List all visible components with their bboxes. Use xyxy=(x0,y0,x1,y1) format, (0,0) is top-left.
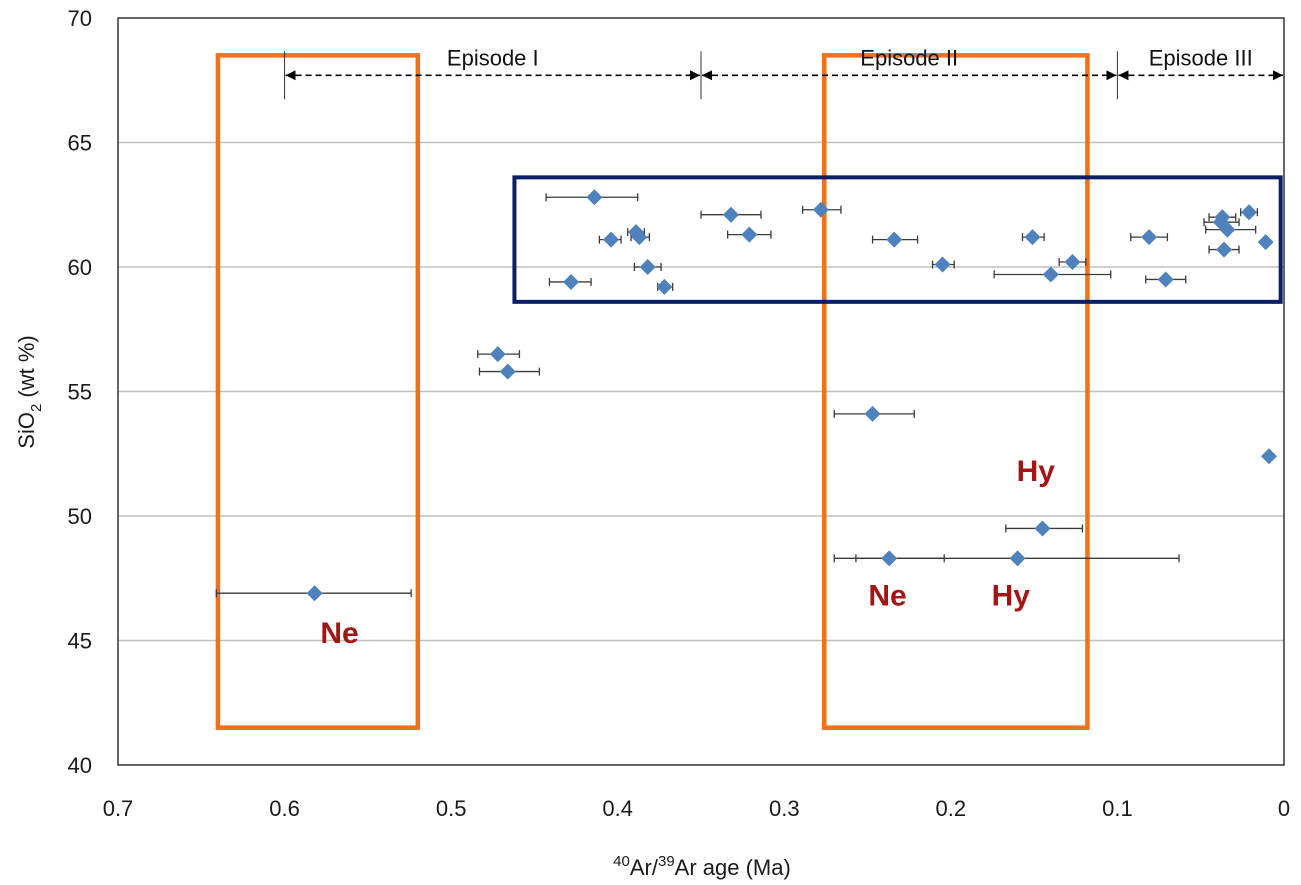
data-point xyxy=(886,231,903,248)
rock-type-label: Hy xyxy=(992,580,1031,613)
data-point xyxy=(603,231,620,248)
data-point xyxy=(864,405,881,422)
episode-ranges: Episode I Episode II Episode III xyxy=(284,45,1285,100)
data-point xyxy=(1141,229,1158,246)
highlight-box-blue xyxy=(512,175,1283,304)
data-point xyxy=(656,278,673,295)
y-tick-labels: 40 45 50 55 60 65 70 xyxy=(68,6,92,778)
data-point xyxy=(586,189,603,206)
data-point xyxy=(1034,520,1051,537)
data-point xyxy=(1064,254,1081,271)
x-tick-label: 0.2 xyxy=(936,796,967,821)
data-point xyxy=(563,273,580,290)
data-point xyxy=(499,363,516,380)
data-point xyxy=(1261,448,1278,465)
y-tick-label: 50 xyxy=(68,504,92,529)
x-tick-label: 0.3 xyxy=(769,796,800,821)
x-tick-labels: 0.7 0.6 0.5 0.4 0.3 0.2 0.1 0 xyxy=(103,796,1290,821)
data-point xyxy=(812,201,829,218)
data-point xyxy=(1157,271,1174,288)
y-tick-label: 45 xyxy=(68,629,92,654)
data-point xyxy=(1216,241,1233,258)
data-point xyxy=(881,550,898,567)
highlight-box-orange xyxy=(822,53,1090,730)
rock-type-labels: Ne Ne Hy Hy xyxy=(320,455,1055,650)
data-point xyxy=(1214,209,1231,226)
x-tick-label: 0.4 xyxy=(602,796,633,821)
rock-type-label: Ne xyxy=(320,617,358,650)
plot-area xyxy=(117,17,1285,766)
y-tick-label: 65 xyxy=(68,131,92,156)
data-point xyxy=(722,206,739,223)
data-points xyxy=(306,189,1278,602)
x-tick-label: 0 xyxy=(1278,796,1290,821)
error-bars xyxy=(215,193,1258,598)
rock-type-label: Hy xyxy=(1017,455,1056,488)
x-axis-title: 40Ar/39Ar age (Ma) xyxy=(613,853,791,880)
x-tick-label: 0.5 xyxy=(436,796,467,821)
data-point xyxy=(631,229,648,246)
data-point xyxy=(1257,234,1274,251)
data-point xyxy=(1042,266,1059,283)
data-point xyxy=(1024,229,1041,246)
data-point xyxy=(306,585,323,602)
x-tick-label: 0.7 xyxy=(103,796,134,821)
data-point xyxy=(934,256,951,273)
data-point xyxy=(741,226,758,243)
y-tick-label: 40 xyxy=(68,753,92,778)
episode-label: Episode III xyxy=(1149,45,1253,70)
y-tick-label: 70 xyxy=(68,6,92,31)
y-axis-title: SiO2 (wt %) xyxy=(14,335,45,448)
x-tick-label: 0.6 xyxy=(269,796,300,821)
rock-type-label: Ne xyxy=(868,580,906,613)
episode-label: Episode II xyxy=(860,45,958,70)
data-point xyxy=(639,259,656,275)
highlight-box-orange xyxy=(215,53,421,730)
y-tick-label: 55 xyxy=(68,380,92,405)
data-point xyxy=(1219,221,1236,238)
episode-label: Episode I xyxy=(447,45,539,70)
data-point xyxy=(1241,204,1258,221)
highlight-boxes xyxy=(215,53,1283,730)
x-tick-label: 0.1 xyxy=(1102,796,1133,821)
data-point xyxy=(489,346,506,363)
data-point xyxy=(1009,550,1026,567)
y-tick-label: 60 xyxy=(68,255,92,280)
